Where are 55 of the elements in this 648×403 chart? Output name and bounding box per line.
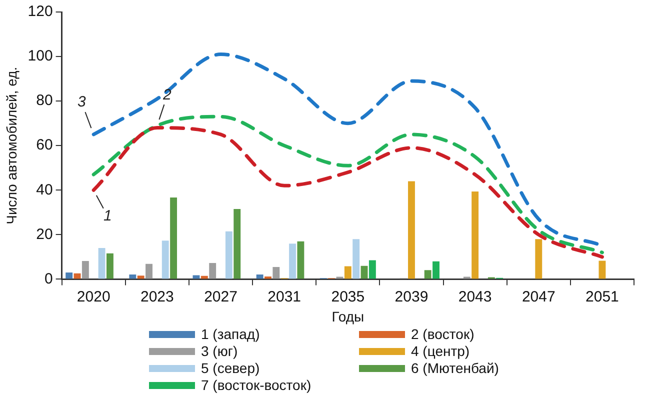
x-tick-label: 2031 [268, 288, 302, 306]
bar [352, 239, 360, 279]
bar [289, 244, 296, 279]
bar [272, 266, 280, 279]
annotation: 2 [162, 86, 172, 104]
y-tick-label: 120 [28, 3, 53, 20]
bar [209, 262, 216, 279]
legend-label: 4 (центр) [411, 343, 470, 360]
bar [424, 270, 432, 279]
legend-label: 6 (Мютенбай) [411, 360, 499, 377]
bar [146, 264, 152, 279]
bar [162, 240, 169, 279]
y-tick-label: 40 [36, 181, 53, 198]
x-tick-label: 2039 [394, 288, 428, 306]
legend-label: 3 (юг) [201, 343, 238, 360]
bar [256, 274, 264, 279]
bar [106, 253, 114, 279]
y-tick-label: 0 [44, 270, 53, 288]
bar [535, 239, 542, 279]
y-tick-label: 60 [36, 136, 53, 154]
bar [129, 274, 136, 279]
bar [368, 260, 376, 279]
legend-label: 5 (север) [201, 360, 260, 377]
y-tick-label: 100 [28, 48, 53, 65]
x-tick-label: 2047 [522, 288, 556, 306]
bar [360, 266, 368, 279]
x-tick-label: 2023 [140, 288, 174, 306]
x-tick-label: 2035 [331, 288, 365, 306]
legend-label: 2 (восток) [411, 326, 474, 343]
y-tick-label: 80 [36, 92, 53, 110]
bar [170, 197, 178, 279]
y-tick-label: 20 [36, 226, 53, 243]
legend-label: 1 (запад) [201, 326, 260, 343]
x-tick-label: 2051 [586, 288, 619, 306]
annotation: 1 [103, 207, 112, 224]
x-tick-label: 2043 [458, 288, 492, 306]
bar [82, 260, 89, 279]
bar [137, 276, 144, 279]
bar [408, 181, 415, 279]
legend-label: 7 (восток-восток) [201, 377, 312, 394]
x-axis-title: Годы [332, 308, 364, 324]
bar [234, 209, 241, 279]
bar [472, 191, 479, 279]
bar [432, 261, 440, 279]
annotation: 3 [77, 94, 86, 111]
bar [344, 266, 352, 279]
bar [297, 241, 304, 279]
x-tick-label: 2020 [76, 288, 110, 306]
bar [598, 260, 606, 279]
bar [192, 275, 200, 279]
bar [98, 248, 106, 279]
x-tick-label: 2027 [204, 288, 238, 306]
bar [225, 231, 232, 279]
bar [66, 272, 73, 279]
y-axis-title: Число автомобилей, ед. [3, 66, 20, 224]
